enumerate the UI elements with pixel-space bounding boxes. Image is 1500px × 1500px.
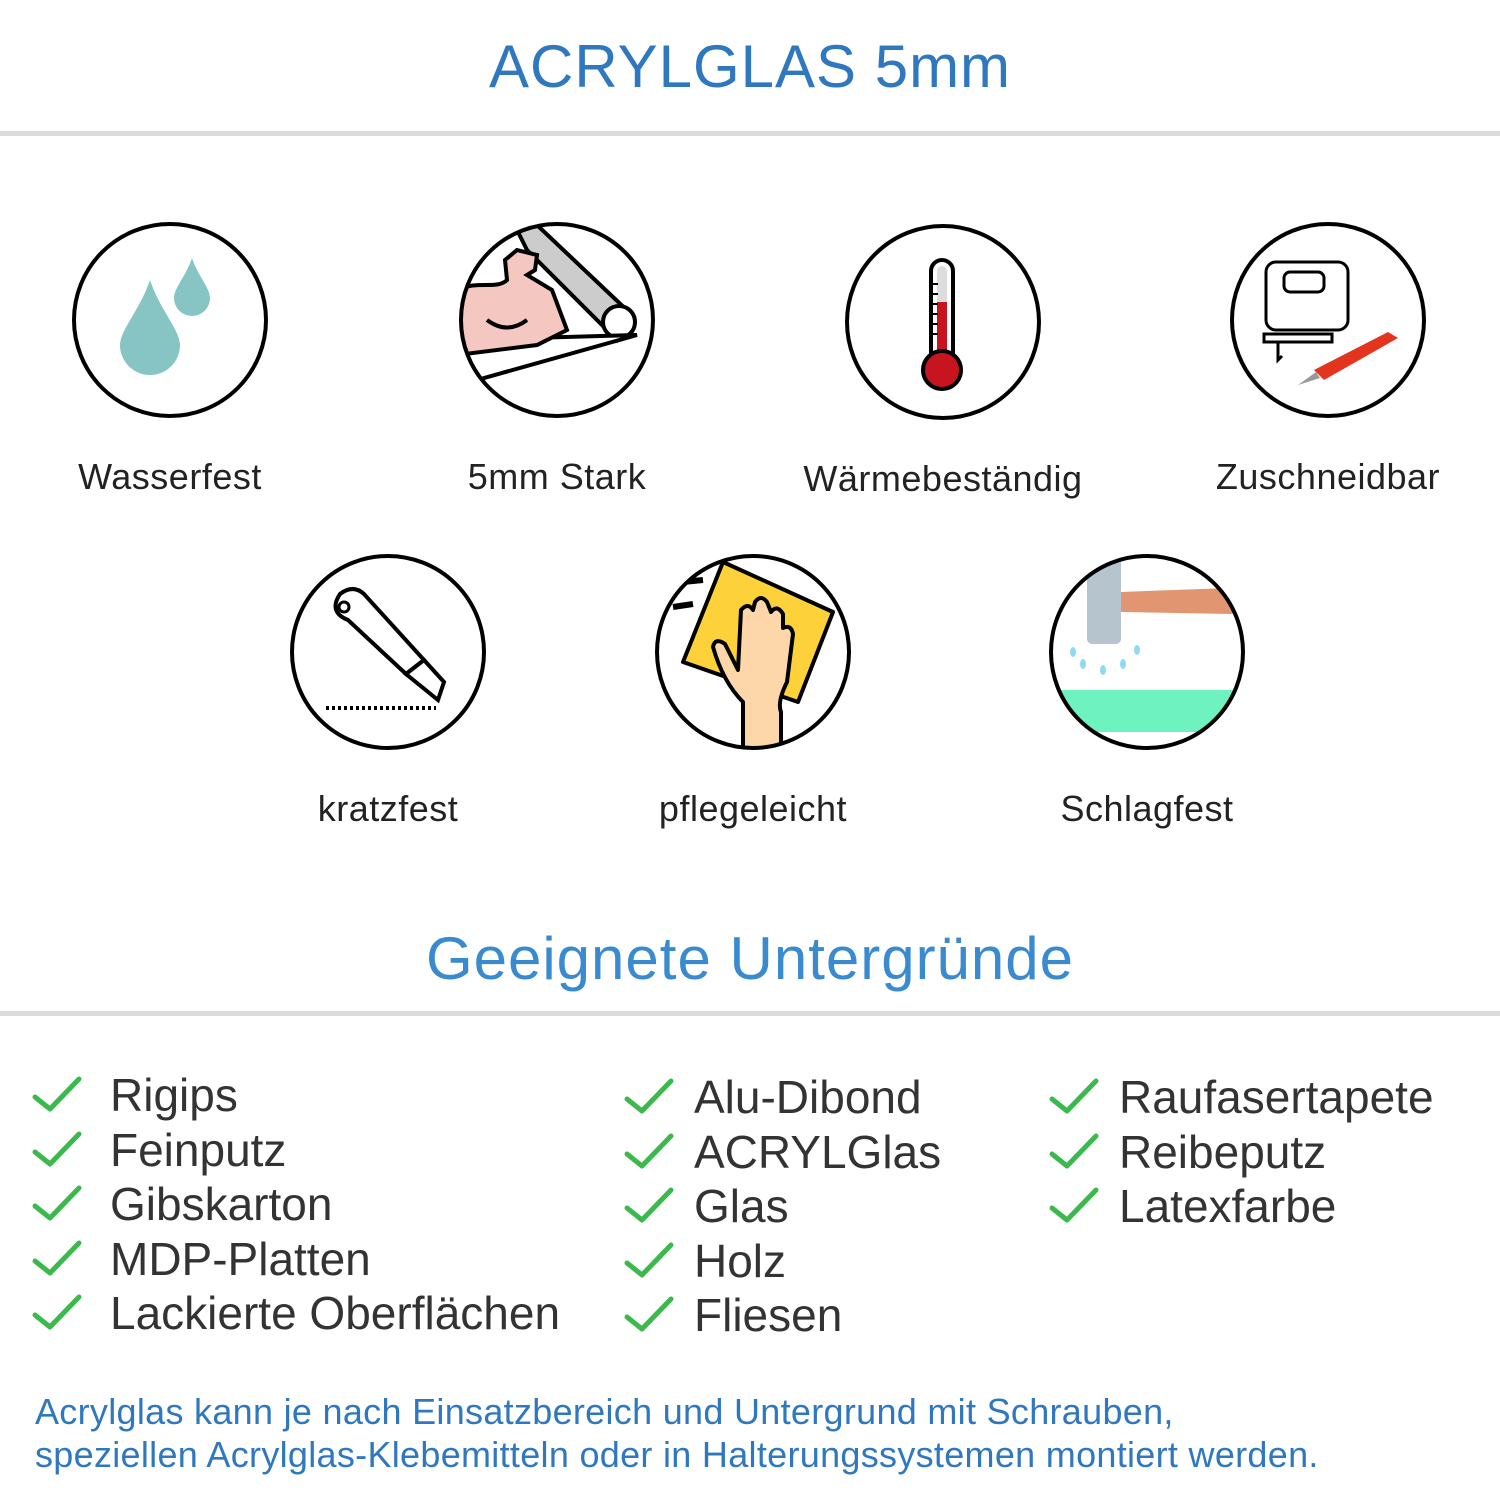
feature-label: 5mm Stark [467,456,647,497]
checkmark-icon [32,1131,82,1167]
surface-item: Raufasertapete [1049,1070,1434,1125]
surface-item: ACRYLGlas [624,1125,941,1180]
checkmark-icon [32,1185,82,1221]
surface-label: Feinputz [110,1123,287,1176]
surface-item: Rigips [32,1068,560,1123]
surfaces-column-3: Raufasertapete Reibeputz Latexfarbe [1049,1070,1434,1234]
surface-item: Lackierte Oberflächen [32,1286,560,1341]
surface-item: Feinputz [32,1123,560,1178]
surfaces-heading: Geeignete Untergründe [425,925,1075,992]
checkmark-icon [32,1294,82,1330]
checkmark-icon [1049,1133,1099,1169]
surface-label: Glas [694,1180,789,1233]
divider [0,131,1500,136]
strong-arm-icon [459,222,655,418]
surface-item: Reibeputz [1049,1125,1434,1180]
jigsaw-knife-icon [1230,222,1426,418]
surface-label: Rigips [110,1069,238,1122]
thermometer-icon [845,224,1041,420]
surface-label: Raufasertapete [1119,1071,1434,1124]
surface-item: Holz [624,1234,941,1289]
feature-waermebestaendig: Wärmebeständig [753,222,1133,500]
surface-item: Gibskarton [32,1177,560,1232]
feature-label: Wärmebeständig [803,458,1083,499]
mounting-note-line-1: Acrylglas kann je nach Einsatzbereich un… [35,1391,1174,1432]
checkmark-icon [624,1187,674,1223]
feature-zuschneidbar: Zuschneidbar [1138,220,1500,498]
surface-item: Latexfarbe [1049,1179,1434,1234]
feature-label: kratzfest [317,788,459,829]
surface-label: ACRYLGlas [694,1125,942,1178]
hammer-icon [1049,554,1245,750]
feature-pflegeleicht: pflegeleicht [563,552,943,830]
feature-kratzfest: kratzfest [198,552,578,830]
checkmark-icon [624,1078,674,1114]
feature-label: Schlagfest [1060,788,1234,829]
surfaces-column-2: Alu-Dibond ACRYLGlas Glas Holz Fliesen [624,1070,941,1343]
divider [0,1011,1500,1016]
cutter-knife-icon [290,554,486,750]
checkmark-icon [32,1240,82,1276]
surface-item: MDP-Platten [32,1232,560,1287]
surface-label: Latexfarbe [1119,1180,1337,1233]
feature-schlagfest: Schlagfest [957,552,1337,830]
surface-item: Fliesen [624,1288,941,1343]
surface-label: Fliesen [694,1289,843,1342]
surface-label: Alu-Dibond [694,1071,922,1124]
checkmark-icon [1049,1187,1099,1223]
checkmark-icon [624,1133,674,1169]
surface-label: MDP-Platten [110,1232,371,1285]
surface-label: Gibskarton [110,1178,333,1231]
feature-label: Zuschneidbar [1215,456,1441,497]
checkmark-icon [624,1296,674,1332]
checkmark-icon [624,1242,674,1278]
feature-label: pflegeleicht [658,788,848,829]
surfaces-column-1: Rigips Feinputz Gibskarton MDP-Platten Lacki… [32,1068,560,1341]
surface-item: Glas [624,1179,941,1234]
mounting-note-line-2: speziellen Acrylglas-Klebemitteln oder i… [35,1434,1319,1475]
feature-wasserfest: Wasserfest [0,220,360,498]
surface-item: Alu-Dibond [624,1070,941,1125]
hand-cloth-icon [655,554,851,750]
page-title: ACRYLGLAS 5mm [488,33,1012,100]
surface-label: Lackierte Oberflächen [110,1287,561,1340]
feature-5mm-stark: 5mm Stark [367,220,747,498]
surface-label: Reibeputz [1119,1125,1327,1178]
mounting-note: Acrylglas kann je nach Einsatzbereich un… [35,1390,1319,1476]
water-drops-icon [72,222,268,418]
feature-label: Wasserfest [78,456,262,497]
surface-label: Holz [694,1234,787,1287]
checkmark-icon [1049,1078,1099,1114]
checkmark-icon [32,1076,82,1112]
